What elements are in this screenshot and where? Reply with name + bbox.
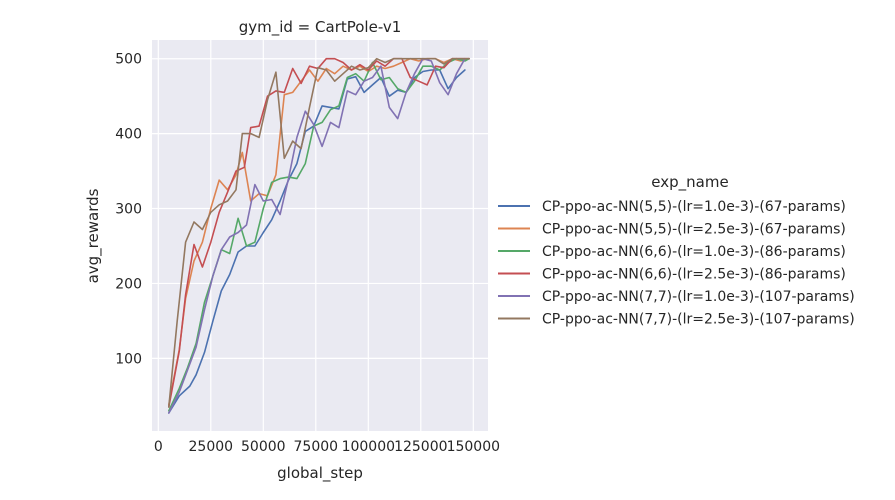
legend: exp_name CP-ppo-ac-NN(5,5)-(lr=1.0e-3)-(… (498, 173, 855, 328)
x-tick-label: 25000 (189, 439, 234, 455)
y-tick-label: 400 (115, 127, 142, 143)
series-lines (168, 57, 470, 414)
legend-label-6: CP-ppo-ac-NN(7,7)-(lr=2.5e-3)-(107-param… (542, 312, 855, 328)
x-tick-label: 50000 (241, 439, 286, 455)
legend-items: CP-ppo-ac-NN(5,5)-(lr=1.0e-3)-(67-params… (498, 199, 855, 328)
legend-title: exp_name (651, 173, 728, 192)
y-axis-label: avg_rewards (84, 188, 103, 283)
series-line-6 (168, 57, 470, 408)
y-axis-ticks: 100 200 300 400 500 (115, 52, 142, 368)
x-axis-label: global_step (277, 464, 363, 483)
chart-title: gym_id = CartPole-v1 (239, 18, 402, 37)
x-tick-label: 100000 (342, 439, 395, 455)
y-tick-label: 200 (115, 276, 142, 292)
series-line-1 (168, 69, 466, 414)
series-line-5 (168, 57, 466, 414)
series-line-2 (168, 57, 470, 406)
legend-label-3: CP-ppo-ac-NN(6,6)-(lr=1.0e-3)-(86-params… (542, 244, 846, 260)
x-axis-ticks: 0 25000 50000 75000 100000 125000 150000 (154, 439, 500, 455)
plot-background (152, 40, 488, 431)
y-tick-label: 300 (115, 202, 142, 218)
x-tick-label: 125000 (394, 439, 447, 455)
x-tick-label: 0 (154, 439, 163, 455)
grid (152, 40, 488, 431)
legend-label-5: CP-ppo-ac-NN(7,7)-(lr=1.0e-3)-(107-param… (542, 289, 855, 305)
legend-label-2: CP-ppo-ac-NN(5,5)-(lr=2.5e-3)-(67-params… (542, 222, 846, 238)
y-tick-label: 100 (115, 351, 142, 367)
legend-label-1: CP-ppo-ac-NN(5,5)-(lr=1.0e-3)-(67-params… (542, 199, 846, 215)
y-tick-label: 500 (115, 52, 142, 68)
x-tick-label: 150000 (447, 439, 500, 455)
legend-label-4: CP-ppo-ac-NN(6,6)-(lr=2.5e-3)-(86-params… (542, 267, 846, 283)
x-tick-label: 75000 (294, 439, 339, 455)
